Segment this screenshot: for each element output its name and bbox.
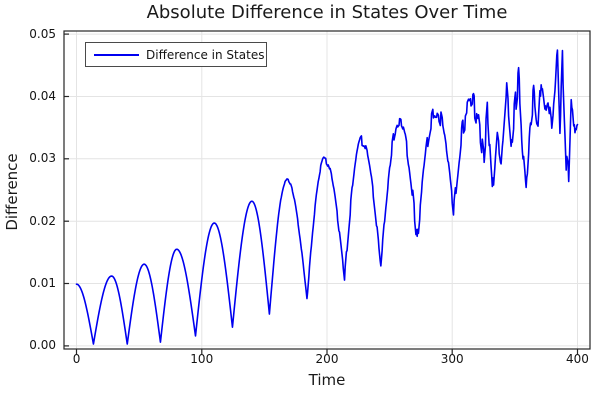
y-tick-label: 0.03	[29, 151, 56, 166]
y-tick-label: 0.05	[29, 26, 56, 41]
difference-line	[75, 49, 579, 345]
chart-title: Absolute Difference in States Over Time	[146, 2, 508, 23]
y-tick-label: 0.02	[29, 213, 56, 228]
x-tick-label: 300	[440, 352, 464, 366]
y-tick-label: 0.04	[29, 88, 56, 103]
x-axis-label: Time	[308, 371, 346, 389]
legend-label: Difference in States	[146, 47, 265, 62]
y-tick-label: 0.00	[29, 338, 56, 353]
x-tick-label: 0	[72, 352, 81, 366]
y-tick-label: 0.01	[29, 276, 56, 291]
legend: Difference in States	[85, 42, 267, 67]
y-axis-label: Difference	[3, 153, 21, 231]
x-tick-label: 200	[315, 352, 339, 366]
legend-line-swatch	[94, 53, 139, 56]
x-tick-label: 100	[190, 352, 214, 366]
x-tick-label: 400	[566, 352, 589, 366]
